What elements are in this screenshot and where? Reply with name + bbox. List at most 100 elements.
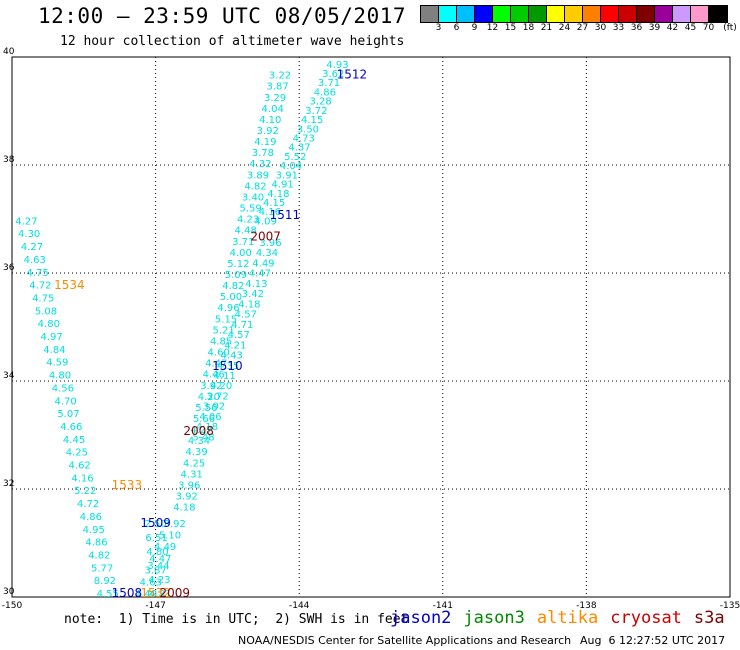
- wave-height-value: 6.51: [145, 533, 167, 544]
- legend-swatch: [637, 6, 655, 22]
- wave-height-value: 4.80: [38, 319, 60, 330]
- wave-height-value: 3.71: [318, 78, 340, 89]
- legend-label: 36: [630, 23, 643, 33]
- legend-swatch: [673, 6, 691, 22]
- pass-label: 1509: [140, 516, 171, 530]
- wave-height-value: 4.48: [235, 226, 257, 237]
- wave-height-value: 5.52: [284, 152, 306, 163]
- wave-height-value: 3.91: [276, 170, 298, 181]
- wave-height-value: 4.85: [210, 336, 232, 347]
- wave-height-value: 4.73: [293, 133, 315, 144]
- wave-height-value: 4.18: [267, 189, 289, 200]
- wave-height-value: 5.12: [227, 259, 249, 270]
- pass-label: 1510: [212, 359, 243, 373]
- wave-height-value: 4.16: [71, 473, 93, 484]
- wave-height-value: 4.82: [88, 550, 110, 561]
- wave-height-value: 3.71: [232, 237, 254, 248]
- legend-swatch: [493, 6, 511, 22]
- wave-height-value: 3.28: [309, 97, 331, 108]
- legend-label: 9: [471, 23, 478, 33]
- wave-height-value: 3.92: [164, 519, 186, 530]
- wave-height-value: 4.18: [238, 299, 260, 310]
- wave-height-value: 4.34: [256, 248, 278, 259]
- wave-height-value: 4.30: [18, 229, 40, 240]
- wave-height-value: 5.59: [239, 204, 261, 215]
- wave-height-value: 4.27: [190, 425, 212, 436]
- wave-height-value: 3.96: [178, 480, 200, 491]
- wave-height-value: 4.59: [46, 358, 68, 369]
- longitude-tick-label: -135: [720, 601, 740, 611]
- wave-height-value: 5.09: [225, 270, 247, 281]
- wave-height-value: 4.25: [183, 458, 205, 469]
- pass-label: 1512: [337, 68, 368, 82]
- mission-label: s3a: [693, 608, 725, 628]
- wave-height-value: 4.23: [148, 575, 170, 586]
- wave-height-value: 3.72: [206, 391, 228, 402]
- pass-label: 1508: [112, 586, 143, 600]
- wave-height-value: 4.20: [198, 392, 220, 403]
- legend-swatch: [439, 6, 457, 22]
- legend-label: 70: [702, 23, 715, 33]
- wave-height-value: 4.97: [40, 332, 62, 343]
- wave-height-value: 5.08: [35, 306, 57, 317]
- mission-label: jason2: [390, 608, 452, 628]
- pass-label: 2008: [183, 424, 214, 438]
- wave-height-value: 4.25: [66, 448, 88, 459]
- pass-label: 1534: [54, 278, 85, 292]
- wave-height-value: 5.22: [74, 486, 96, 497]
- wave-height-value: 3.72: [305, 106, 327, 117]
- wave-height-value: 8.92: [94, 576, 116, 587]
- legend-swatch: [601, 6, 619, 22]
- legend-swatch: [565, 6, 583, 22]
- wave-height-value: 4.15: [263, 198, 285, 209]
- wave-height-value: 4.15: [301, 115, 323, 126]
- legend-label: 30: [594, 23, 607, 33]
- wave-height-value: 5.56: [195, 403, 217, 414]
- wave-height-value: 4.46: [203, 370, 225, 381]
- legend-swatch: [709, 6, 727, 22]
- legend-label: 15: [504, 23, 517, 33]
- wave-height-value: 5.77: [91, 563, 113, 574]
- wave-height-value: 4.10: [259, 115, 281, 126]
- wave-height-value: 4.95: [83, 525, 105, 536]
- color-scale-legend: [420, 5, 728, 23]
- legend-label: 45: [684, 23, 697, 33]
- wave-height-value: 3.92: [257, 126, 279, 137]
- wave-height-value: 4.63: [140, 577, 162, 588]
- wave-height-value: 4.55: [97, 589, 119, 600]
- legend-label: 18: [522, 23, 535, 33]
- legend-swatch: [475, 6, 493, 22]
- latitude-tick-label: 36: [3, 263, 15, 273]
- wave-height-value: 4.72: [77, 499, 99, 510]
- footer-timestamp: Aug 6 12:27:52 UTC 2017: [580, 634, 726, 647]
- mission-legend: jason2 jason3 altika cryosat s3a: [390, 608, 737, 628]
- wave-height-value: 5.21: [212, 325, 234, 336]
- wave-height-value: 4.75: [32, 293, 54, 304]
- wave-height-value: 5.00: [220, 292, 242, 303]
- legend-label: 27: [576, 23, 589, 33]
- pass-label: 1511: [270, 208, 301, 222]
- wave-height-value: 4.80: [146, 547, 168, 558]
- wave-height-value: 4.13: [245, 279, 267, 290]
- wave-height-value: 3.50: [297, 124, 319, 135]
- pass-label: 2009: [159, 586, 190, 600]
- wave-height-value: 4.49: [154, 542, 176, 553]
- wave-height-value: 4.63: [24, 255, 46, 266]
- wave-height-value: 4.18: [196, 422, 218, 433]
- wave-height-value: 3.44: [147, 561, 169, 572]
- latitude-tick-label: 38: [3, 155, 15, 165]
- wave-height-value: 5.66: [193, 414, 215, 425]
- legend-label: 21: [540, 23, 553, 33]
- wave-height-value: 4.47: [149, 554, 171, 565]
- wave-height-value: 4.86: [80, 512, 102, 523]
- wave-height-value: 3.96: [259, 238, 281, 249]
- wave-height-value: 3.87: [266, 82, 288, 93]
- legend-unit: (ft): [723, 23, 737, 33]
- legend-swatch: [529, 6, 547, 22]
- wave-height-value: 4.27: [15, 216, 37, 227]
- legend-label: 39: [648, 23, 661, 33]
- wave-height-value: 5.48: [192, 432, 214, 443]
- legend-label: 6: [453, 23, 460, 33]
- wave-height-value: 4.81: [149, 589, 171, 600]
- footer-note: note: 1) Time is in UTC; 2) SWH is in fe…: [64, 612, 409, 627]
